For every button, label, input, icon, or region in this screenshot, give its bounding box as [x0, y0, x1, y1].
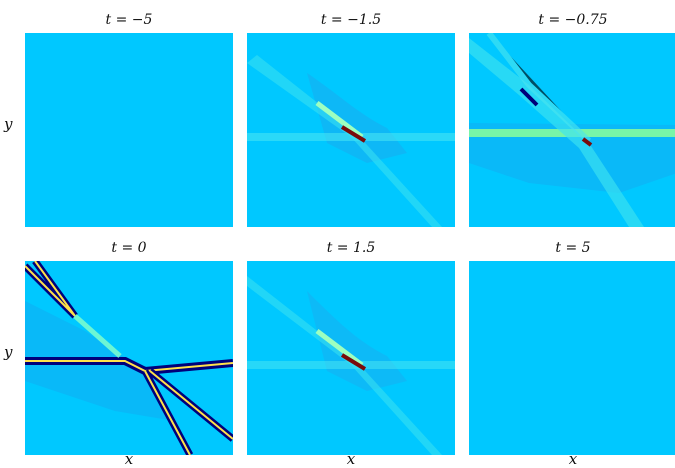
panel-title-6: t = 5 — [555, 240, 591, 256]
ridge-4 — [73, 314, 122, 358]
band-3c — [486, 33, 592, 144]
panel-title-4: t = 0 — [111, 240, 147, 256]
panel-title-3: t = −0.75 — [538, 12, 608, 28]
heatmap-panel-4 — [25, 261, 233, 455]
peak-5 — [340, 353, 367, 371]
y-axis-label-top: y — [4, 115, 13, 133]
heatmap-panel-5 — [247, 261, 455, 455]
heatmap-panel-2 — [247, 33, 455, 227]
peak-2 — [340, 125, 367, 143]
heatmap-plot-4 — [25, 261, 233, 455]
band-4c-core — [144, 370, 233, 455]
heatmap-plot-6 — [469, 261, 675, 455]
heatmap-plot-5 — [247, 276, 455, 455]
blob-2a — [307, 73, 407, 163]
band-4a-core — [25, 360, 233, 373]
heatmap-panel-1 — [25, 33, 233, 227]
heatmap-plot-2 — [247, 55, 455, 227]
peak-3b — [581, 137, 593, 147]
ridge-5 — [315, 329, 364, 367]
panel-title-1: t = −5 — [105, 12, 153, 28]
heatmap-panel-6 — [469, 261, 675, 455]
heatmap-plot-1 — [25, 33, 233, 227]
x-axis-label-3: x — [568, 450, 578, 468]
panel-title-5: t = 1.5 — [326, 240, 376, 256]
heatmap-panel-3 — [469, 33, 675, 227]
band-3b — [469, 38, 644, 227]
x-axis-label-2: x — [346, 450, 356, 468]
band-5b — [247, 276, 442, 455]
blob-3a — [469, 123, 675, 193]
y-axis-label-bottom: y — [4, 343, 13, 361]
peak-3a — [519, 87, 539, 107]
band-2b — [247, 55, 442, 227]
panel-title-2: t = −1.5 — [320, 12, 382, 28]
heatmap-plot-3 — [469, 33, 675, 227]
ridge-2 — [315, 101, 364, 139]
band-4b-core — [25, 261, 76, 317]
x-axis-label-1: x — [124, 450, 134, 468]
